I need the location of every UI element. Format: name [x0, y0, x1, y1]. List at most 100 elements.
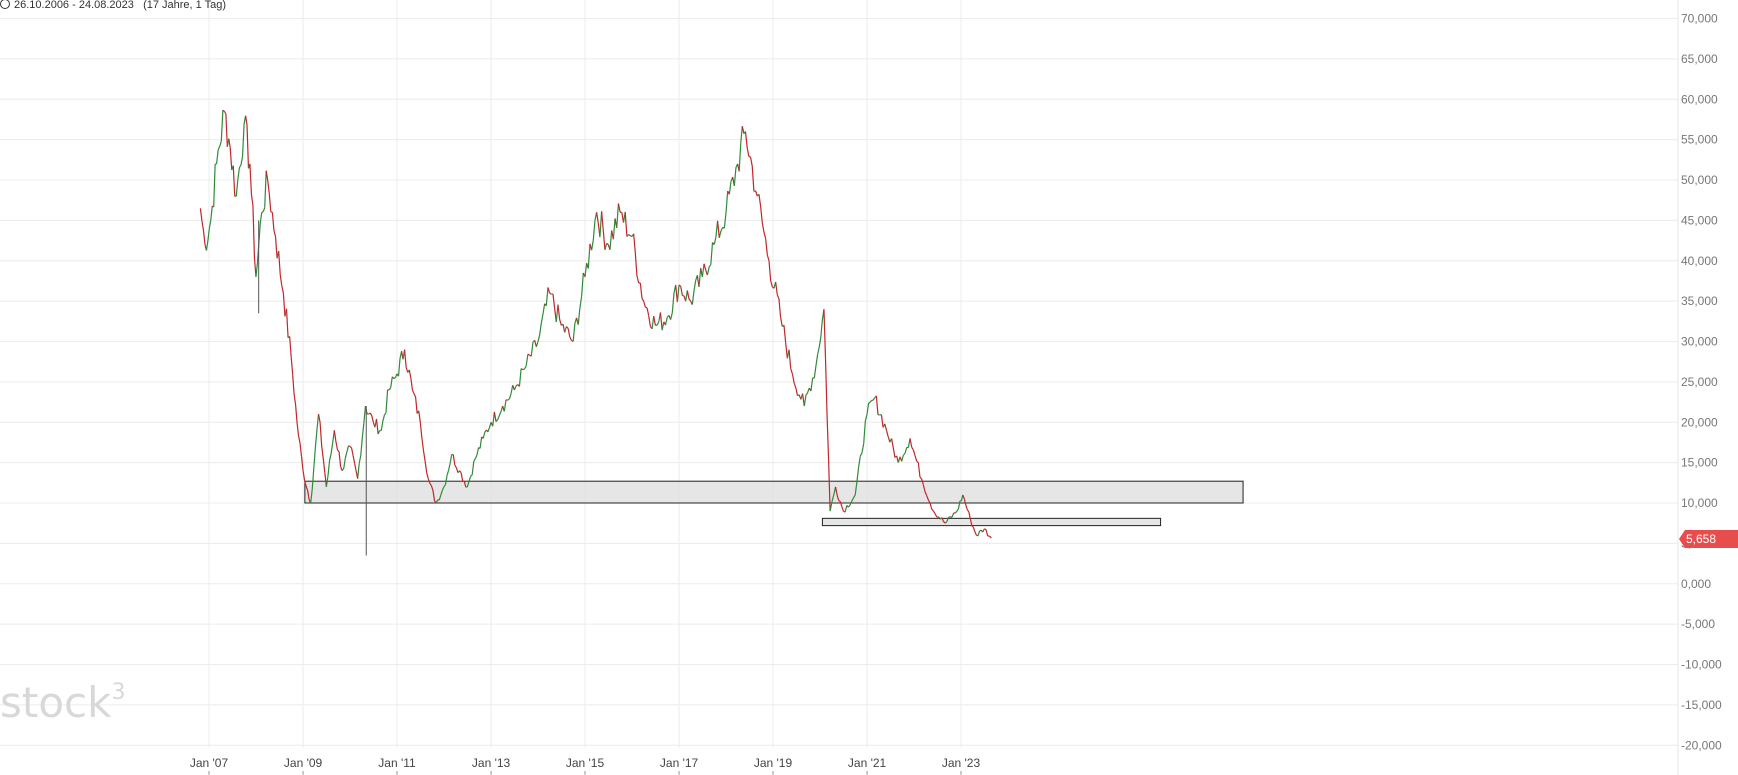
- price-segment: [249, 163, 253, 195]
- price-segment: [927, 499, 931, 504]
- price-segment: [325, 476, 329, 487]
- price-segment: [278, 251, 281, 275]
- price-segment: [577, 307, 581, 325]
- price-segment: [289, 336, 292, 358]
- price-segment: [377, 430, 381, 435]
- price-segment: [985, 529, 989, 537]
- price-segment: [788, 349, 792, 369]
- price-segment: [685, 290, 688, 302]
- y-tick-label: 40,000: [1681, 254, 1718, 268]
- price-segment: [866, 403, 870, 415]
- price-segment: [350, 447, 354, 456]
- price-segment: [957, 500, 961, 509]
- price-segment: [476, 447, 480, 456]
- price-segment: [820, 319, 823, 338]
- price-segment: [885, 430, 889, 437]
- price-segment: [616, 203, 620, 228]
- price-segment: [418, 410, 421, 423]
- x-tick-label: Jan '07: [190, 756, 229, 770]
- price-segment: [413, 393, 417, 398]
- price-segment: [426, 472, 429, 479]
- price-segment: [292, 374, 295, 395]
- price-segment: [232, 165, 236, 197]
- price-segment: [989, 535, 992, 539]
- price-segment: [944, 520, 948, 524]
- price-segment: [358, 455, 362, 464]
- price-segment: [229, 147, 233, 170]
- price-segment: [564, 326, 567, 333]
- price-segment: [327, 460, 331, 477]
- price-segment: [311, 468, 315, 490]
- price-segment: [765, 238, 768, 256]
- price-segment: [816, 347, 820, 355]
- price-segment: [569, 336, 573, 341]
- price-segment: [746, 147, 750, 157]
- price-segment: [861, 443, 865, 453]
- price-segment: [682, 294, 685, 297]
- x-tick-label: Jan '15: [566, 756, 605, 770]
- price-segment: [341, 467, 345, 472]
- price-segment: [733, 167, 737, 186]
- price-segment: [778, 298, 782, 318]
- price-segment: [760, 206, 763, 224]
- price-segment: [838, 499, 841, 502]
- price-segment: [468, 476, 472, 482]
- x-tick-label: Jan '23: [942, 756, 981, 770]
- price-segment: [333, 430, 337, 442]
- price-segment: [271, 212, 275, 231]
- price-segment: [775, 281, 778, 295]
- price-segment: [653, 316, 656, 326]
- price-segment: [725, 191, 729, 213]
- price-segment: [686, 290, 690, 300]
- price-segment: [648, 315, 651, 327]
- y-tick-label: 25,000: [1681, 375, 1718, 389]
- price-segment: [869, 400, 873, 403]
- price-segment: [793, 382, 797, 388]
- price-segment: [265, 170, 269, 181]
- price-segment: [749, 156, 753, 167]
- price-segment: [267, 179, 270, 194]
- clock-icon: [0, 0, 10, 9]
- price-segment: [901, 455, 904, 462]
- price-segment: [641, 298, 645, 302]
- price-segment: [919, 476, 923, 480]
- price-segment: [751, 165, 755, 192]
- price-segment: [602, 230, 606, 250]
- price-segment: [904, 447, 908, 454]
- price-segment: [455, 467, 459, 473]
- price-segment: [421, 437, 425, 451]
- price-segment: [215, 149, 219, 164]
- price-segment: [322, 458, 326, 473]
- price-segment: [466, 481, 470, 488]
- price-segment: [535, 341, 539, 347]
- price-segment: [922, 484, 926, 492]
- price-segment: [956, 508, 959, 512]
- price-segment: [688, 298, 692, 302]
- price-segment: [818, 337, 822, 348]
- price-segment: [343, 457, 346, 469]
- price-segment: [954, 510, 958, 514]
- price-segment: [534, 340, 537, 347]
- price-segment: [851, 497, 855, 502]
- price-segment: [397, 358, 401, 377]
- price-segment: [932, 510, 936, 515]
- price-segment: [208, 220, 212, 229]
- price-segment: [240, 155, 244, 166]
- price-segment: [297, 435, 301, 444]
- price-segment: [549, 292, 552, 295]
- price-segment: [780, 317, 783, 327]
- y-tick-label: 15,000: [1681, 456, 1718, 470]
- price-segment: [763, 232, 767, 240]
- price-segment: [612, 218, 616, 240]
- price-segment: [273, 230, 277, 237]
- price-segment: [217, 146, 221, 151]
- price-segment: [463, 481, 467, 488]
- price-segment: [728, 181, 732, 195]
- price-segment: [701, 263, 705, 277]
- price-segment: [460, 472, 464, 482]
- price-segment: [542, 303, 546, 315]
- price-segment: [459, 470, 462, 474]
- price-segment: [592, 220, 596, 241]
- price-segment: [452, 454, 456, 466]
- price-segment: [255, 263, 259, 277]
